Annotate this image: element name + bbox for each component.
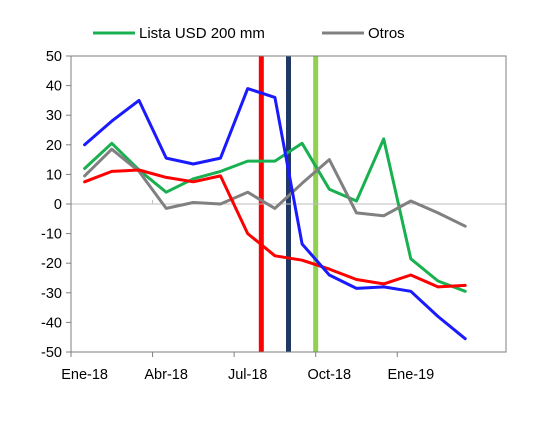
series-line-0 <box>83 137 467 293</box>
series-line-3 <box>83 87 467 341</box>
y-tick-label: -50 <box>41 345 62 361</box>
y-tick-label: 40 <box>46 79 62 95</box>
legend-label: Otros <box>368 25 405 42</box>
x-tick-label: Abr-18 <box>144 367 188 383</box>
y-tick-label: 20 <box>46 138 62 154</box>
y-tick-label: -30 <box>41 286 62 302</box>
y-tick-label: 30 <box>46 108 62 124</box>
series-line-1 <box>83 147 467 228</box>
x-tick-label: Ene-19 <box>387 367 434 383</box>
x-tick-label: Oct-18 <box>308 367 352 383</box>
y-axis-ticks: 50 40 30 20 10 0 -10 -20 -30 -40 -50 <box>41 49 71 361</box>
y-tick-label: -10 <box>41 227 62 243</box>
x-tick-label: Jul-18 <box>228 367 268 383</box>
y-tick-label: -40 <box>41 315 62 331</box>
legend-label: Lista USD 200 mm <box>139 25 265 42</box>
y-tick-label: -20 <box>41 256 62 272</box>
x-axis-ticks: Ene-18 Abr-18 Jul-18 Oct-18 Ene-19 <box>61 352 434 383</box>
series-line-2 <box>83 168 467 289</box>
series-lines <box>83 87 467 341</box>
y-tick-label: 0 <box>54 197 62 213</box>
plot-frame <box>70 55 507 353</box>
legend: Lista USD 200 mm Otros <box>93 25 405 42</box>
y-tick-label: 50 <box>46 49 62 65</box>
y-tick-label: 10 <box>46 167 62 183</box>
x-tick-label: Ene-18 <box>61 367 108 383</box>
